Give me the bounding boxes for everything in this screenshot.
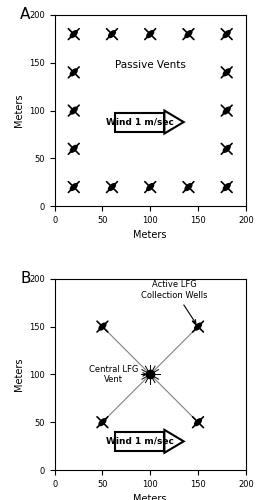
Ellipse shape — [147, 30, 154, 38]
Text: Central LFG
Vent: Central LFG Vent — [89, 364, 146, 384]
Ellipse shape — [195, 323, 202, 330]
Polygon shape — [164, 430, 184, 453]
Ellipse shape — [70, 30, 77, 38]
Ellipse shape — [70, 184, 77, 190]
Ellipse shape — [70, 146, 77, 152]
Text: Active LFG
Collection Wells: Active LFG Collection Wells — [141, 280, 207, 324]
Ellipse shape — [223, 107, 230, 114]
Text: Wind 1 m/sec: Wind 1 m/sec — [106, 437, 174, 446]
Bar — [115, 112, 164, 132]
Ellipse shape — [109, 184, 116, 190]
Y-axis label: Meters: Meters — [14, 358, 24, 391]
Ellipse shape — [147, 184, 154, 190]
Bar — [115, 432, 164, 451]
X-axis label: Meters: Meters — [133, 230, 167, 240]
Ellipse shape — [70, 107, 77, 114]
Y-axis label: Meters: Meters — [14, 94, 24, 128]
Ellipse shape — [109, 30, 116, 38]
Text: A: A — [20, 8, 31, 22]
Text: Wind 1 m/sec: Wind 1 m/sec — [106, 118, 174, 126]
X-axis label: Meters: Meters — [133, 494, 167, 500]
Ellipse shape — [223, 184, 230, 190]
Ellipse shape — [185, 30, 192, 38]
Ellipse shape — [185, 184, 192, 190]
Ellipse shape — [223, 30, 230, 38]
Ellipse shape — [195, 419, 202, 426]
Text: Passive Vents: Passive Vents — [115, 60, 186, 70]
Text: B: B — [20, 271, 31, 286]
Ellipse shape — [223, 146, 230, 152]
Polygon shape — [164, 110, 184, 134]
Ellipse shape — [99, 419, 106, 426]
Ellipse shape — [223, 69, 230, 76]
Ellipse shape — [99, 323, 106, 330]
Ellipse shape — [70, 69, 77, 76]
